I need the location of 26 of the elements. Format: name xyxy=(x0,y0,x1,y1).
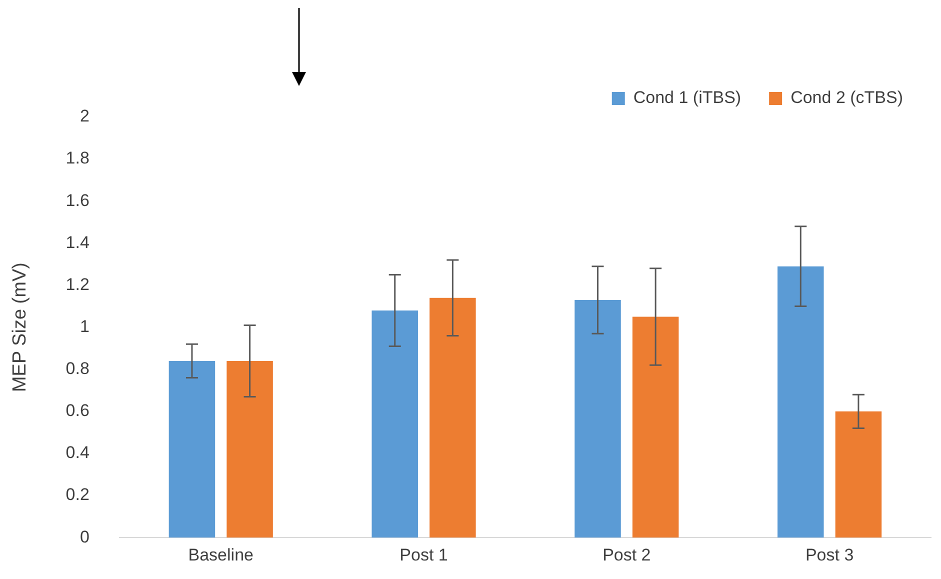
legend-label: Cond 1 (iTBS) xyxy=(633,88,742,108)
y-tick-label: 0 xyxy=(80,527,90,546)
bar xyxy=(226,360,273,538)
y-tick-label: 0.2 xyxy=(66,485,90,504)
legend-label: Cond 2 (cTBS) xyxy=(790,88,904,108)
x-tick-label: Post 1 xyxy=(400,545,448,564)
bar xyxy=(430,298,476,538)
bar xyxy=(372,310,418,538)
y-axis-title: MEP Size (mV) xyxy=(10,262,31,392)
x-tick-label: Baseline xyxy=(188,545,254,564)
y-tick-label: 1 xyxy=(80,316,90,336)
x-tick-label: Post 2 xyxy=(602,545,651,564)
y-tick-label: 0.4 xyxy=(66,443,90,462)
bar xyxy=(632,316,679,538)
y-tick-label: 1.2 xyxy=(66,274,90,294)
bar xyxy=(778,266,824,538)
y-tick-label: 1.8 xyxy=(66,148,90,168)
y-tick-label: 0.8 xyxy=(66,359,90,378)
y-tick-label: 2 xyxy=(80,106,90,126)
bar xyxy=(835,411,882,538)
y-tick-label: 0.6 xyxy=(66,401,90,420)
y-tick-label: 1.4 xyxy=(66,232,90,252)
bar xyxy=(574,300,621,538)
bar xyxy=(168,360,216,538)
x-tick-label: Post 3 xyxy=(805,545,854,564)
y-tick-label: 1.6 xyxy=(66,190,90,210)
